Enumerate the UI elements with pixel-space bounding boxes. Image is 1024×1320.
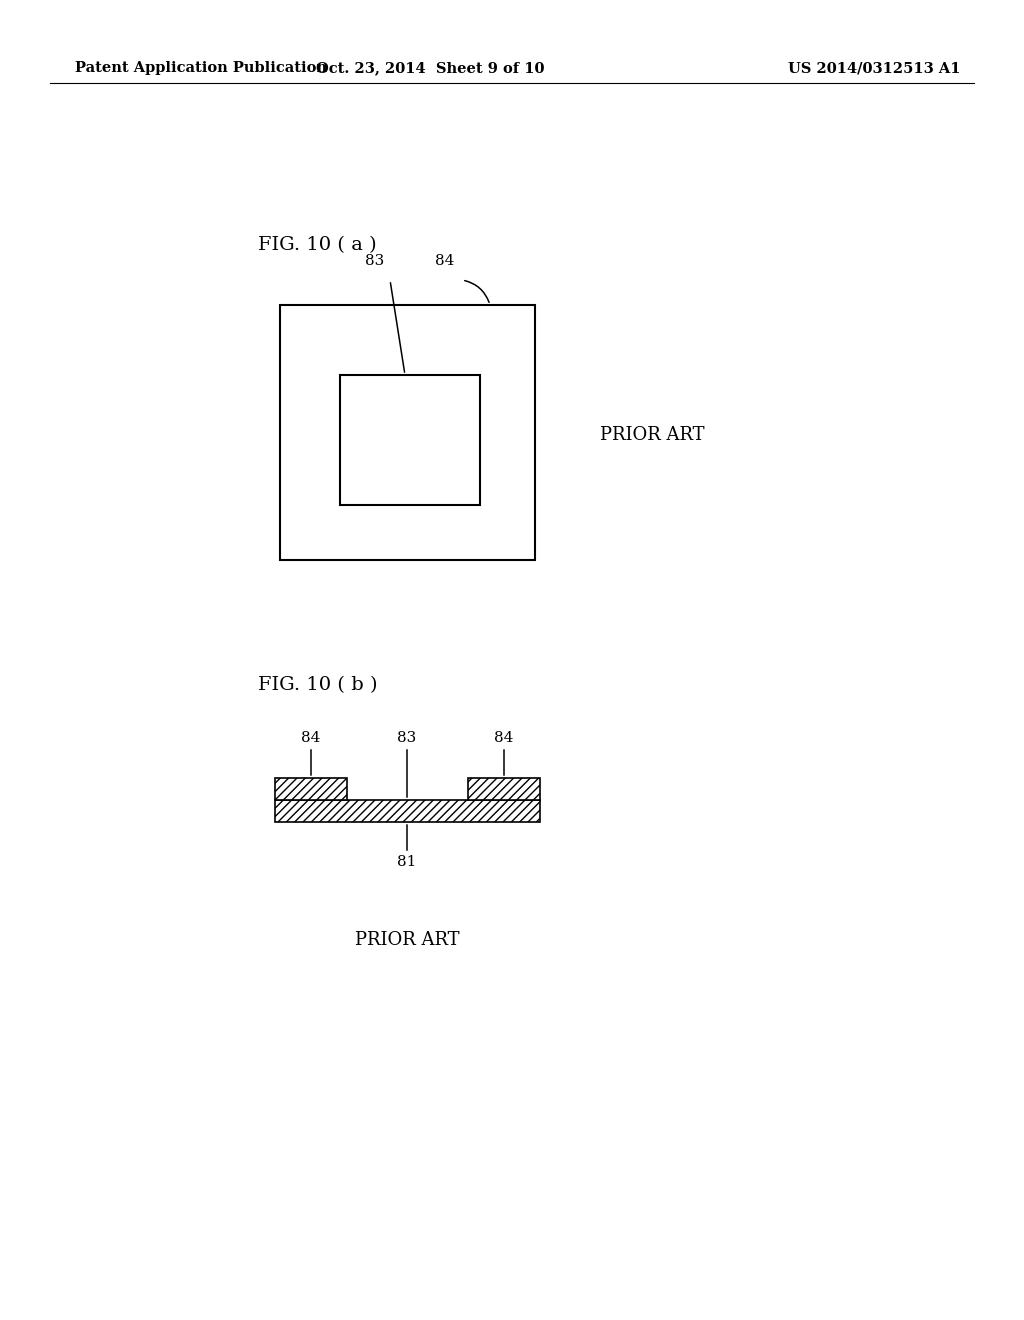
Bar <box>275 800 540 822</box>
Text: PRIOR ART: PRIOR ART <box>354 931 459 949</box>
Text: 84: 84 <box>301 731 321 744</box>
Text: PRIOR ART: PRIOR ART <box>600 426 705 444</box>
Bar <box>275 777 347 800</box>
Text: 84: 84 <box>435 253 455 268</box>
Bar <box>468 777 540 800</box>
Bar <box>280 305 535 560</box>
Text: Patent Application Publication: Patent Application Publication <box>75 61 327 75</box>
Text: 81: 81 <box>397 855 417 869</box>
Bar <box>275 800 540 822</box>
Text: 83: 83 <box>366 253 385 268</box>
Text: US 2014/0312513 A1: US 2014/0312513 A1 <box>787 61 961 75</box>
Bar <box>340 375 480 506</box>
Text: FIG. 10 ( a ): FIG. 10 ( a ) <box>258 236 377 253</box>
Bar <box>275 777 347 800</box>
Text: 83: 83 <box>397 731 417 744</box>
Text: FIG. 10 ( b ): FIG. 10 ( b ) <box>258 676 378 694</box>
Text: 84: 84 <box>495 731 514 744</box>
Text: Oct. 23, 2014  Sheet 9 of 10: Oct. 23, 2014 Sheet 9 of 10 <box>315 61 544 75</box>
Bar <box>468 777 540 800</box>
